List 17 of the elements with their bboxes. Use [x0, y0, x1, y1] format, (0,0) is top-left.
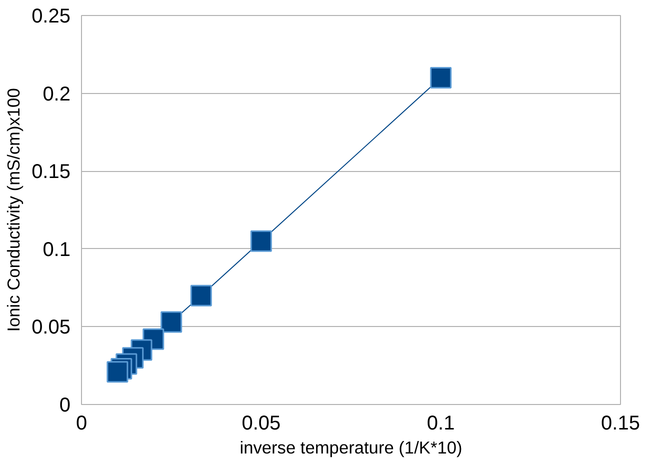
x-tick-label: 0.1: [426, 412, 455, 434]
y-tick-label: 0.15: [32, 161, 71, 184]
y-axis-title: Ionic Conductivity (mS/cm)x100: [4, 88, 24, 332]
x-tick-label: 0.05: [242, 412, 281, 434]
x-axis-title: inverse temperature (1/K*10): [240, 438, 462, 458]
y-tick-label: 0.1: [42, 238, 71, 261]
y-tick-label: 0: [59, 394, 70, 416]
x-tick-label: 0.15: [601, 412, 640, 434]
point: [160, 311, 182, 333]
point: [430, 66, 452, 88]
point: [106, 361, 128, 383]
x-tick-label: 0: [76, 412, 88, 434]
point: [250, 230, 272, 252]
point: [190, 284, 212, 306]
y-tick-label: 0.05: [32, 316, 71, 339]
y-tick-label: 0.25: [32, 6, 71, 28]
y-tick-label: 0.2: [42, 83, 71, 106]
